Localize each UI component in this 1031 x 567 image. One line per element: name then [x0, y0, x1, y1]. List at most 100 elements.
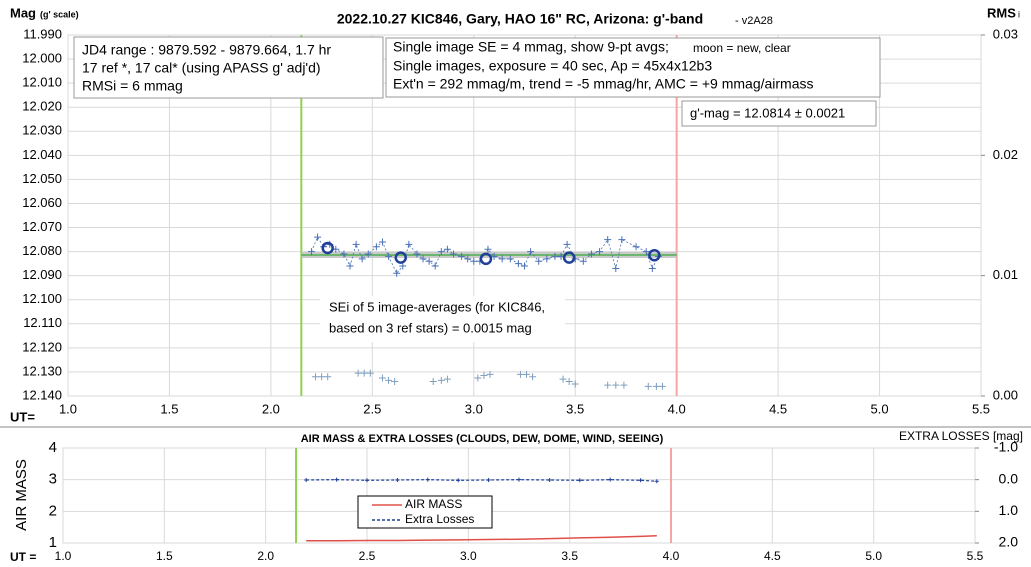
- x-tick-label: 2.0: [262, 401, 280, 416]
- x-tick-label: 3.0: [460, 549, 477, 563]
- y-tick-label: 12.050: [22, 171, 62, 186]
- data-point: [565, 378, 573, 386]
- data-point: [612, 381, 620, 389]
- x-tick-label: 3.0: [465, 401, 483, 416]
- x-tick-label: 5.0: [871, 401, 889, 416]
- data-point: [443, 375, 451, 383]
- sei-text: based on 3 ref stars) = 0.0015 mag: [329, 320, 532, 335]
- x-tick-label: 1.5: [156, 549, 173, 563]
- y2-axis-sub: i: [1018, 9, 1020, 19]
- info-text: Single images, exposure = 40 sec, Ap = 4…: [393, 58, 712, 74]
- info-text: moon = new, clear: [693, 41, 791, 55]
- data-point: [517, 477, 521, 482]
- y2-tick-label: 0.02: [993, 147, 1018, 162]
- data-point: [360, 369, 368, 377]
- data-point: [490, 252, 498, 260]
- data-point: [391, 378, 399, 386]
- data-point: [516, 370, 524, 378]
- data-point: [506, 255, 514, 263]
- x-tick-label: 1.0: [55, 549, 72, 563]
- y-tick-label: 12.130: [22, 363, 62, 378]
- x-tick-label: 3.5: [566, 401, 584, 416]
- data-point: [514, 260, 522, 268]
- y-tick-label: 3: [49, 471, 57, 488]
- info-text: Single image SE = 4 mmag, show 9-pt avgs…: [393, 39, 669, 55]
- data-point: [604, 381, 612, 389]
- x-tick-label: 2.0: [257, 549, 274, 563]
- data-point: [364, 250, 372, 258]
- data-point: [547, 477, 552, 482]
- data-point: [527, 248, 535, 256]
- data-point: [559, 375, 567, 383]
- x-tick-label: 3.5: [561, 549, 578, 563]
- data-point: [612, 264, 620, 272]
- data-point: [563, 240, 571, 248]
- data-point: [318, 373, 326, 381]
- y-tick-label: 12.030: [22, 123, 62, 138]
- x-tick-label: 5.5: [967, 549, 984, 563]
- y-tick-label: 12.110: [23, 315, 62, 330]
- sei-text: SEi of 5 image-averages (for KIC846,: [329, 299, 545, 314]
- chart-subtitle: - v2A28: [735, 15, 773, 27]
- y2-tick-label: 0.01: [993, 267, 1018, 282]
- y2-axis-label: EXTRA LOSSES [mag]: [899, 429, 1023, 443]
- data-point: [535, 257, 543, 265]
- data-point: [405, 240, 413, 248]
- data-point: [523, 370, 531, 378]
- y2-tick-label: 2.0: [999, 534, 1019, 550]
- data-point: [385, 252, 393, 260]
- legend: [357, 495, 493, 529]
- x-tick-label: 2.5: [359, 549, 376, 563]
- y-tick-label: 12.140: [22, 387, 62, 402]
- y-tick-label: 12.020: [22, 99, 62, 114]
- chart-title: AIR MASS & EXTRA LOSSES (CLOUDS, DEW, DO…: [301, 433, 664, 445]
- data-point: [443, 245, 451, 253]
- data-point: [385, 376, 393, 384]
- data-point: [431, 262, 439, 270]
- y-tick-label: 12.010: [22, 75, 62, 90]
- data-point: [324, 373, 332, 381]
- info-text: 17 ref *, 17 cal* (using APASS g' adj'd): [82, 60, 321, 76]
- chart-title: 2022.10.27 KIC846, Gary, HAO 16" RC, Ari…: [337, 11, 703, 27]
- info-text: RMSi = 6 mmag: [82, 78, 183, 94]
- y2-tick-label: 0.0: [999, 470, 1019, 486]
- average-point: [562, 251, 576, 264]
- data-point: [551, 252, 559, 260]
- plot-area: [62, 447, 976, 544]
- data-point: [577, 478, 582, 483]
- y-tick-label: 1: [49, 534, 57, 551]
- y-axis-note: (g' scale): [40, 9, 79, 19]
- data-point: [458, 252, 466, 260]
- legend-label: Extra Losses: [405, 512, 474, 526]
- y-tick-label: 11.990: [23, 26, 62, 41]
- y2-tick-label: -1.0: [994, 439, 1018, 455]
- legend-label: AIR MASS: [405, 497, 462, 511]
- x-tick-label: 4.0: [668, 401, 686, 416]
- data-point: [587, 250, 595, 258]
- data-point: [464, 255, 472, 263]
- data-point: [429, 378, 437, 386]
- data-point: [354, 369, 362, 377]
- y-axis-label: AIR MASS: [13, 459, 30, 531]
- annotations: JD4 range : 9879.592 - 9879.664, 1.7 hr …: [73, 36, 881, 342]
- data-point: [648, 264, 656, 272]
- y2-axis-label: RMS: [987, 5, 1016, 20]
- data-point: [393, 269, 401, 277]
- data-point: [456, 478, 461, 483]
- data-point: [543, 255, 551, 263]
- data-point: [498, 255, 506, 263]
- data-point: [365, 478, 369, 483]
- mag-text: g'-mag = 12.0814 ± 0.0021: [690, 105, 845, 120]
- data-point: [529, 373, 537, 381]
- x-axis-label: UT =: [10, 550, 36, 564]
- data-point: [413, 250, 421, 258]
- data-point: [346, 262, 354, 270]
- data-point: [480, 372, 488, 380]
- info-text: Ext'n = 292 mmag/m, trend = -5 mmag/hr, …: [393, 76, 814, 92]
- data-point: [486, 477, 491, 482]
- x-tick-label: 4.0: [663, 549, 680, 563]
- y-tick-label: 12.060: [22, 195, 62, 210]
- data-point: [419, 255, 427, 263]
- info-text: JD4 range : 9879.592 - 9879.664, 1.7 hr: [82, 42, 331, 58]
